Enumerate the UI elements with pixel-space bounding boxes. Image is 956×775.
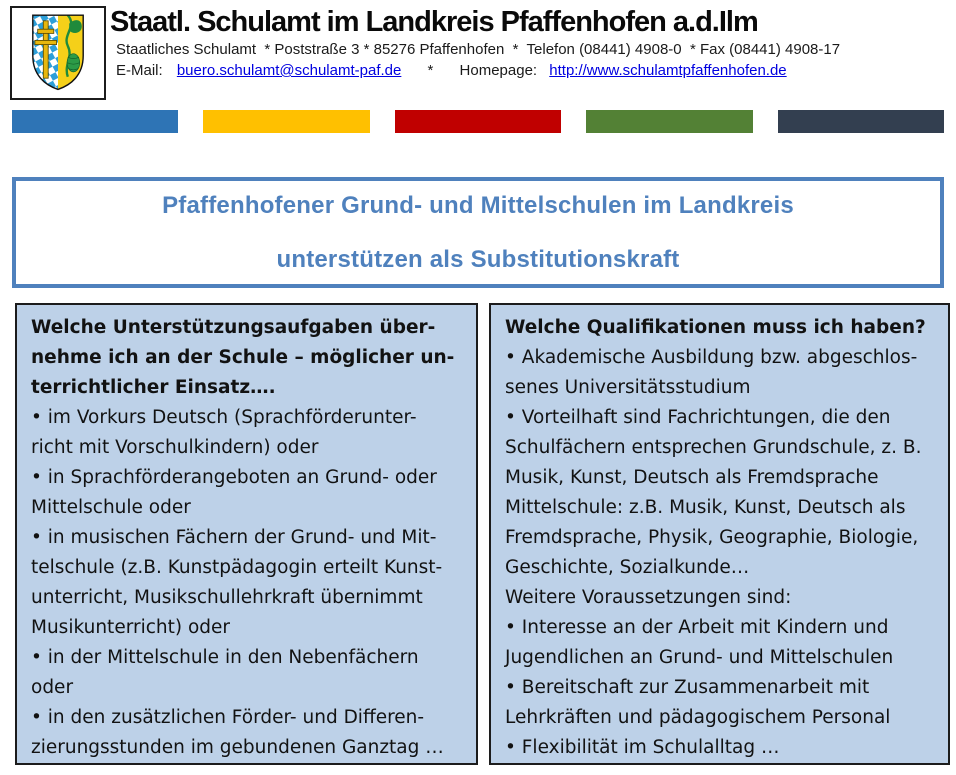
text-line: telschule (z.B. Kunstpädagogin erteilt K…: [31, 557, 443, 578]
email-link[interactable]: buero.schulamt@schulamt-paf.de: [176, 62, 402, 79]
text-line: • in den zusätzlichen Förder- und Differ…: [31, 707, 425, 728]
page-title: Staatl. Schulamt im Landkreis Pfaffenhof…: [110, 6, 759, 38]
text-line: • in musischen Fächern der Grund- und Mi…: [31, 527, 437, 548]
text-line: • Flexibilität im Schulalltag …: [505, 737, 780, 758]
text-line: Musik, Kunst, Deutsch als Fremdsprache: [505, 467, 879, 488]
title-banner-box: Pfaffenhofener Grund- und Mittelschulen …: [12, 177, 944, 288]
text-line: Jugendlichen an Grund- und Mittelschulen: [505, 647, 894, 668]
coat-of-arms-icon: [32, 14, 84, 91]
color-bar-red: [394, 110, 562, 133]
text-line: oder: [31, 677, 74, 698]
text-line: • Vorteilhaft sind Fachrichtungen, die d…: [505, 407, 891, 428]
text-line: Weitere Voraussetzungen sind:: [505, 587, 792, 608]
text-line: unterricht, Musikschullehrkraft übernimm…: [31, 587, 423, 608]
text-line: Mittelschule: z.B. Musik, Kunst, Deutsch…: [505, 497, 906, 518]
address-line: Staatliches Schulamt * Poststraße 3 * 85…: [116, 41, 841, 58]
homepage-link[interactable]: http://www.schulamtpfaffenhofen.de: [549, 62, 787, 79]
text-line: Fremdsprache, Physik, Geographie, Biolog…: [505, 527, 919, 548]
separator-star: *: [427, 62, 434, 79]
homepage-label: Homepage:: [459, 62, 538, 79]
banner-line-1: Pfaffenhofener Grund- und Mittelschulen …: [162, 191, 794, 219]
text-line: Mittelschule oder: [31, 497, 191, 518]
text-line: nehme ich an der Schule – möglicher un-: [31, 347, 455, 368]
text-line: richt mit Vorschulkindern) oder: [31, 437, 319, 458]
text-line: Schulfächern entsprechen Grundschule, z.…: [505, 437, 922, 458]
text-line: Welche Unterstützungsaufgaben über-: [31, 317, 436, 338]
decorative-color-bars: [12, 110, 945, 133]
coat-of-arms-logo: [10, 6, 106, 100]
text-line: • in Sprachförderangeboten an Grund- ode…: [31, 467, 437, 488]
banner-line-2: unterstützen als Substitutionskraft: [276, 245, 680, 273]
text-line: Welche Qualifikationen muss ich haben?: [505, 317, 926, 338]
text-line: • Akademische Ausbildung bzw. abgeschlos…: [505, 347, 918, 368]
color-bar-gold: [203, 110, 370, 133]
text-line: zierungsstunden im gebundenen Ganztag …: [31, 737, 444, 758]
email-label: E-Mail:: [116, 62, 163, 79]
tasks-info-box: Welche Unterstützungsaufgaben über-nehme…: [15, 303, 478, 765]
text-line: Geschichte, Sozialkunde…: [505, 557, 750, 578]
text-line: senes Universitätsstudium: [505, 377, 751, 398]
color-bar-dark-slate: [777, 110, 945, 133]
color-bar-green: [586, 110, 753, 133]
text-line: terrichtlicher Einsatz….: [31, 377, 276, 398]
text-line: • Bereitschaft zur Zusammenarbeit mit: [505, 677, 870, 698]
text-line: • Interesse an der Arbeit mit Kindern un…: [505, 617, 889, 638]
color-bar-blue: [12, 110, 179, 133]
qualifications-info-box: Welche Qualifikationen muss ich haben? • …: [489, 303, 950, 765]
contact-line: E-Mail: buero.schulamt@schulamt-paf.de *…: [116, 62, 787, 79]
text-line: • in der Mittelschule in den Nebenfächer…: [31, 647, 419, 668]
text-line: Musikunterricht) oder: [31, 617, 231, 638]
text-line: • im Vorkurs Deutsch (Sprachförderunter-: [31, 407, 417, 428]
text-line: Lehrkräften und pädagogischem Personal: [505, 707, 891, 728]
